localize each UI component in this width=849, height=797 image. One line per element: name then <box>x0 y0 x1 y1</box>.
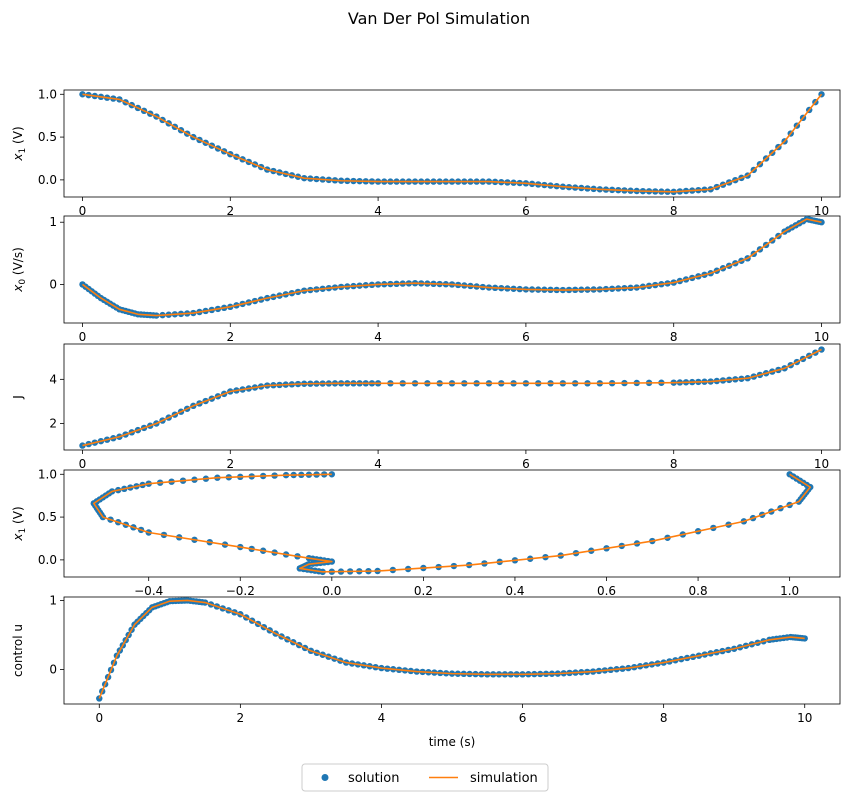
legend: solution simulation <box>301 763 549 792</box>
y-tick-label: 0.5 <box>38 130 57 144</box>
legend-solution-marker <box>321 774 329 781</box>
x-tick-label: 0 <box>95 711 103 725</box>
series-solution <box>90 471 814 576</box>
legend-solution-label: solution <box>348 771 399 786</box>
y-tick-label: 0.5 <box>38 510 57 524</box>
axes-frame <box>63 596 841 705</box>
subplot-4: −0.4 −0.2 0.0 0.2 0.4 0.6 0.8 1.0 0.0 0.5 1.0 x1 (V… <box>11 467 841 598</box>
legend-frame <box>301 763 549 792</box>
y-axis-label: x1 (V) <box>11 506 28 541</box>
axes-frame <box>63 343 841 451</box>
subplot-2: 0 2 4 6 8 10 0 1 x0 (V/s) <box>11 215 841 344</box>
series-simulation-line <box>82 348 822 447</box>
series-simulation-line <box>98 599 805 699</box>
subplot-1: 0 2 4 6 8 10 0.0 0.5 1.0 x1 (V) <box>11 87 841 218</box>
y-tick-label: 1.0 <box>38 87 57 101</box>
series-solution <box>79 215 825 319</box>
x-tick-label: 6 <box>522 457 530 471</box>
x-tick-label: 8 <box>660 711 668 725</box>
solution-point <box>818 219 825 226</box>
x-tick-label: 8 <box>670 204 678 218</box>
y-tick-label: 2 <box>49 417 57 431</box>
x-tick-label: 1.0 <box>780 584 799 598</box>
legend-simulation-label: simulation <box>470 771 538 786</box>
y-tick-label: 1 <box>49 215 57 229</box>
x-tick-label: 10 <box>814 204 829 218</box>
axes-frame <box>63 89 841 198</box>
x-tick-label: 0.0 <box>322 584 341 598</box>
y-tick-label: 0 <box>49 662 57 676</box>
x-tick-label: 4 <box>378 711 386 725</box>
series-solution <box>96 597 808 702</box>
x-tick-label: 8 <box>670 330 678 344</box>
x-tick-label: 0 <box>79 330 87 344</box>
solution-point <box>79 442 86 449</box>
figure-title: Van Der Pol Simulation <box>348 9 530 28</box>
y-tick-label: 1 <box>49 593 57 607</box>
x-tick-label: 2 <box>226 204 234 218</box>
x-tick-label: 2 <box>237 711 245 725</box>
solution-point <box>79 91 86 98</box>
solution-point <box>328 471 336 478</box>
series-simulation-line <box>82 93 823 193</box>
series-solution <box>79 91 825 196</box>
x-tick-label: 0.4 <box>505 584 524 598</box>
x-tick-label: 6 <box>519 711 527 725</box>
y-tick-label: 4 <box>49 372 57 386</box>
series-simulation-line <box>82 218 822 317</box>
x-tick-label: 8 <box>670 457 678 471</box>
series-solution <box>79 346 825 449</box>
y-tick-label: 0.0 <box>38 173 57 187</box>
y-axis-label: J <box>11 395 25 400</box>
x-tick-label: 10 <box>814 457 829 471</box>
y-tick-label: 0.0 <box>38 553 57 567</box>
solution-point <box>818 346 825 353</box>
x-tick-label: 4 <box>374 330 382 344</box>
y-axis-label: control u <box>11 624 25 677</box>
x-axis-label: time (s) <box>429 735 476 749</box>
y-axis-label: x1 (V) <box>11 126 28 161</box>
x-tick-label: 2 <box>226 330 234 344</box>
x-tick-label: 10 <box>797 711 812 725</box>
x-tick-label: 0.8 <box>689 584 708 598</box>
x-tick-label: 2 <box>226 457 234 471</box>
x-tick-label: 10 <box>814 330 829 344</box>
x-tick-label: 0.6 <box>597 584 616 598</box>
axes-frame <box>63 215 841 324</box>
x-tick-label: −0.2 <box>226 584 255 598</box>
y-axis-label: x0 (V/s) <box>11 247 28 293</box>
axes-frame <box>63 469 841 578</box>
x-tick-label: 6 <box>522 204 530 218</box>
x-tick-label: 0.2 <box>414 584 433 598</box>
x-tick-label: 0 <box>79 204 87 218</box>
x-tick-label: −0.4 <box>134 584 163 598</box>
x-tick-label: 0 <box>79 457 87 471</box>
x-tick-label: 4 <box>374 204 382 218</box>
series-simulation-line <box>92 473 812 573</box>
subplot-3: 0 2 4 6 8 10 2 4 J <box>11 343 841 471</box>
subplot-5: 0 2 4 6 8 10 0 1 control u time (s) <box>11 593 841 749</box>
x-tick-label: 6 <box>522 330 530 344</box>
y-tick-label: 1.0 <box>38 467 57 481</box>
x-tick-label: 4 <box>374 457 382 471</box>
y-tick-label: 0 <box>49 277 57 291</box>
